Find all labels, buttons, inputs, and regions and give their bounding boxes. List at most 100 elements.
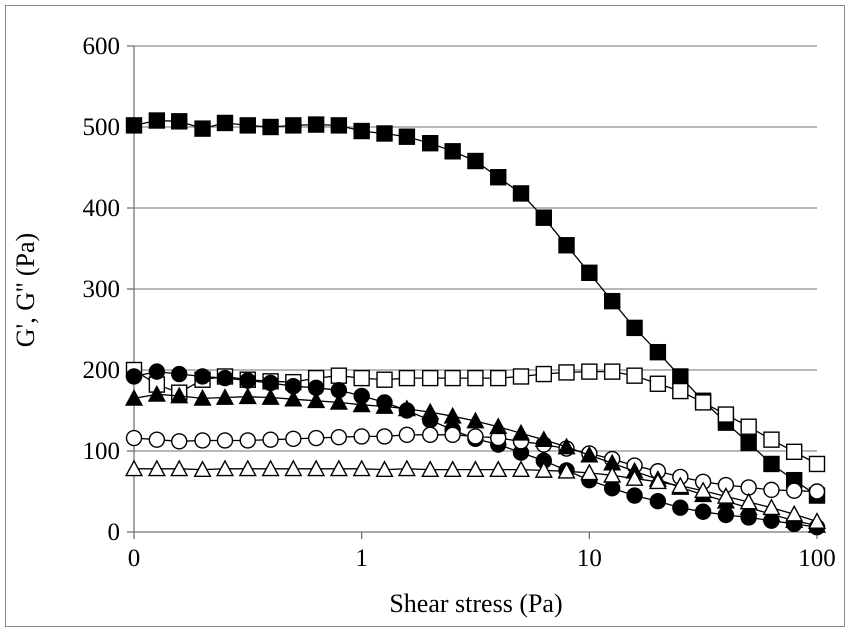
data-point	[194, 120, 211, 137]
data-point	[672, 368, 689, 385]
data-point	[147, 459, 166, 477]
data-point	[330, 429, 348, 446]
data-point	[785, 504, 804, 522]
data-point	[535, 365, 553, 383]
data-point	[422, 426, 439, 443]
data-point	[307, 429, 325, 447]
data-point	[740, 418, 757, 435]
data-point	[785, 482, 803, 499]
data-point	[261, 388, 280, 405]
data-point	[171, 113, 188, 130]
data-point	[398, 369, 416, 387]
data-point	[353, 122, 370, 140]
data-point	[238, 387, 257, 405]
gridlines	[134, 45, 817, 452]
data-point	[125, 117, 143, 134]
chart-frame	[5, 5, 845, 627]
data-point	[215, 388, 235, 405]
data-point	[648, 472, 667, 490]
data-point	[216, 369, 234, 387]
data-point	[512, 185, 530, 202]
series-triangle-open	[124, 459, 827, 529]
data-point	[193, 460, 212, 478]
data-point	[284, 389, 303, 407]
y-tick-labels: 0 100 200 300 400 500 600	[83, 33, 121, 546]
data-point	[557, 461, 576, 479]
data-point	[672, 382, 689, 400]
data-point	[467, 428, 484, 445]
data-point	[649, 375, 667, 392]
data-point	[649, 343, 667, 361]
data-point	[284, 459, 303, 477]
data-point	[512, 368, 530, 385]
data-point	[625, 469, 644, 486]
data-point	[626, 319, 643, 337]
data-point	[808, 483, 826, 500]
data-point	[352, 459, 371, 477]
x-axis-title: Shear stress (Pa)	[389, 589, 562, 618]
data-point	[353, 369, 370, 387]
data-point	[694, 481, 713, 499]
data-point	[558, 237, 575, 254]
data-point	[534, 430, 553, 448]
data-point	[148, 363, 166, 380]
series-circle-filled	[125, 363, 826, 536]
data-point	[194, 368, 211, 385]
data-point	[467, 369, 484, 387]
data-point	[466, 411, 485, 429]
data-point	[535, 209, 553, 226]
data-point	[307, 391, 326, 409]
y-tick-label: 200	[83, 357, 121, 384]
data-point	[171, 433, 188, 450]
data-point	[329, 393, 348, 410]
data-point	[239, 117, 256, 134]
data-point	[626, 367, 643, 384]
data-point	[580, 463, 599, 481]
data-point	[262, 118, 279, 136]
data-point	[490, 169, 507, 186]
data-point	[763, 431, 780, 448]
y-tick-label: 100	[83, 438, 121, 465]
data-point	[307, 459, 326, 477]
data-point	[376, 428, 393, 445]
y-tick-label: 500	[83, 114, 121, 141]
data-point	[148, 112, 166, 129]
data-point	[717, 406, 735, 423]
series-line-circle-filled	[133, 370, 818, 528]
data-point	[558, 364, 575, 381]
data-point	[717, 506, 735, 524]
data-point	[330, 117, 348, 134]
data-point	[216, 432, 234, 449]
data-point	[398, 128, 416, 145]
data-point	[193, 389, 212, 406]
data-point	[170, 459, 189, 477]
data-point	[740, 434, 757, 452]
data-point	[307, 116, 325, 133]
y-tick-label: 600	[83, 33, 121, 60]
data-point	[330, 367, 348, 384]
data-point	[649, 493, 667, 510]
data-point	[489, 460, 508, 478]
data-point	[443, 460, 462, 478]
y-tick-label: 300	[83, 276, 121, 303]
y-tick-label: 0	[108, 519, 121, 546]
data-point	[125, 429, 143, 447]
data-point	[511, 423, 531, 441]
x-tick-label: 1	[355, 545, 368, 572]
data-point	[125, 368, 143, 385]
data-point	[397, 399, 416, 417]
data-point	[421, 402, 440, 420]
data-point	[466, 460, 485, 478]
x-tick-labels: 0 1 10 100	[128, 545, 836, 572]
data-point	[171, 365, 188, 383]
x-tick-label: 10	[577, 545, 602, 572]
data-point	[785, 443, 803, 461]
data-point	[443, 406, 462, 424]
data-point	[238, 459, 257, 477]
data-point	[444, 143, 461, 160]
data-point	[239, 432, 256, 449]
data-point	[376, 125, 393, 142]
data-point	[603, 363, 621, 380]
data-point	[239, 372, 256, 389]
data-point	[124, 459, 144, 477]
